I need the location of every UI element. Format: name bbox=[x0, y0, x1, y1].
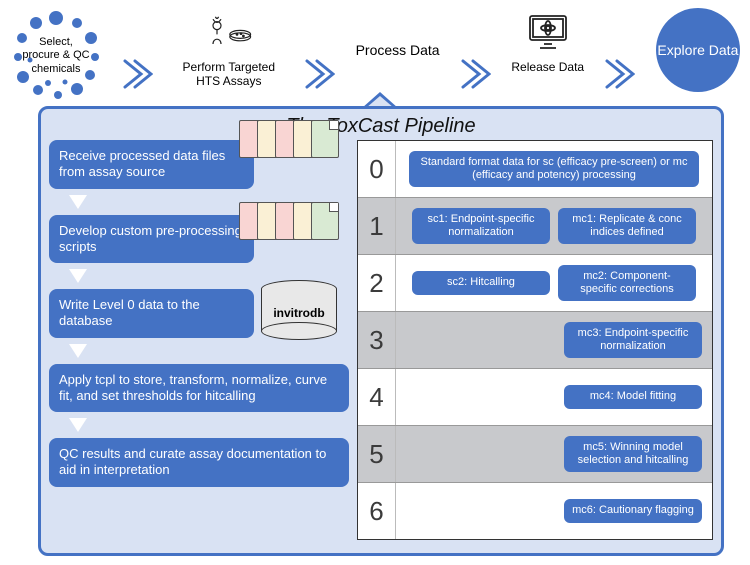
explore-circle: Explore Data bbox=[656, 8, 740, 92]
stage1-label: Select, procure & QC chemicals bbox=[21, 36, 91, 76]
stage3-label: Process Data bbox=[356, 42, 440, 59]
monitor-icon bbox=[524, 8, 572, 56]
step-apply-tcpl: Apply tcpl to store, transform, normaliz… bbox=[49, 364, 349, 413]
level-number: 2 bbox=[358, 255, 396, 311]
level-number: 1 bbox=[358, 198, 396, 254]
step-qc-curate: QC results and curate assay documentatio… bbox=[49, 438, 349, 487]
level-row-5: 5 mc5: Winning model selection and hitca… bbox=[358, 425, 712, 482]
mc6-cell: mc6: Cautionary flagging bbox=[564, 499, 702, 522]
level0-cell: Standard format data for sc (efficacy pr… bbox=[409, 151, 699, 187]
stage4-label: Release Data bbox=[511, 60, 584, 74]
documents-icon bbox=[249, 120, 339, 158]
sc2-cell: sc2: Hitcalling bbox=[412, 271, 550, 294]
sc1-cell: sc1: Endpoint-specific normalization bbox=[412, 208, 550, 244]
level-number: 5 bbox=[358, 426, 396, 482]
db-label: invitrodb bbox=[261, 306, 337, 320]
step-preprocessing: Develop custom pre-processing scripts bbox=[49, 215, 254, 264]
mc1-cell: mc1: Replicate & conc indices defined bbox=[558, 208, 696, 244]
database-icon: invitrodb bbox=[261, 280, 337, 340]
down-arrow-icon bbox=[69, 344, 87, 358]
down-arrow-icon bbox=[69, 195, 87, 209]
stage-process-data: Process Data bbox=[356, 38, 440, 59]
stage-release-data: Release Data bbox=[511, 8, 584, 74]
level-number: 4 bbox=[358, 369, 396, 425]
stage-explore-data: Explore Data bbox=[656, 8, 740, 92]
assay-icon bbox=[205, 8, 253, 56]
chevron-icon bbox=[305, 59, 335, 89]
dotted-circle-icon: Select, procure & QC chemicals bbox=[10, 10, 102, 102]
level-row-3: 3 mc3: Endpoint-specific normalization bbox=[358, 311, 712, 368]
toxcast-pipeline-panel: The ToxCast Pipeline invitrod bbox=[38, 106, 724, 556]
process-steps-column: invitrodb Receive processed data files f… bbox=[49, 140, 349, 540]
panel-title: The ToxCast Pipeline bbox=[49, 115, 713, 138]
level-number: 0 bbox=[358, 141, 396, 197]
stage-hts-assays: Perform Targeted HTS Assays bbox=[174, 8, 284, 89]
level-number: 3 bbox=[358, 312, 396, 368]
down-arrow-icon bbox=[69, 269, 87, 283]
documents-icon bbox=[249, 202, 339, 240]
mc5-cell: mc5: Winning model selection and hitcall… bbox=[564, 436, 702, 472]
level-row-6: 6 mc6: Cautionary flagging bbox=[358, 482, 712, 539]
level-number: 6 bbox=[358, 483, 396, 539]
level-row-1: 1 sc1: Endpoint-specific normalization m… bbox=[358, 197, 712, 254]
down-arrow-icon bbox=[69, 418, 87, 432]
chevron-icon bbox=[123, 59, 153, 89]
mc3-cell: mc3: Endpoint-specific normalization bbox=[564, 322, 702, 358]
stage5-label: Explore Data bbox=[657, 42, 738, 59]
chevron-icon bbox=[461, 59, 491, 89]
pipeline-levels-table: 0 Standard format data for sc (efficacy … bbox=[357, 140, 713, 540]
step-write-level0: Write Level 0 data to the database bbox=[49, 289, 254, 338]
mc4-cell: mc4: Model fitting bbox=[564, 385, 702, 408]
mc2-cell: mc2: Component-specific corrections bbox=[558, 265, 696, 301]
stage-select-qc: Select, procure & QC chemicals bbox=[10, 10, 102, 102]
level-row-0: 0 Standard format data for sc (efficacy … bbox=[358, 141, 712, 197]
level-row-2: 2 sc2: Hitcalling mc2: Component-specifi… bbox=[358, 254, 712, 311]
level-row-4: 4 mc4: Model fitting bbox=[358, 368, 712, 425]
step-receive-data: Receive processed data files from assay … bbox=[49, 140, 254, 189]
chevron-icon bbox=[605, 59, 635, 89]
stage2-label: Perform Targeted HTS Assays bbox=[174, 60, 284, 89]
